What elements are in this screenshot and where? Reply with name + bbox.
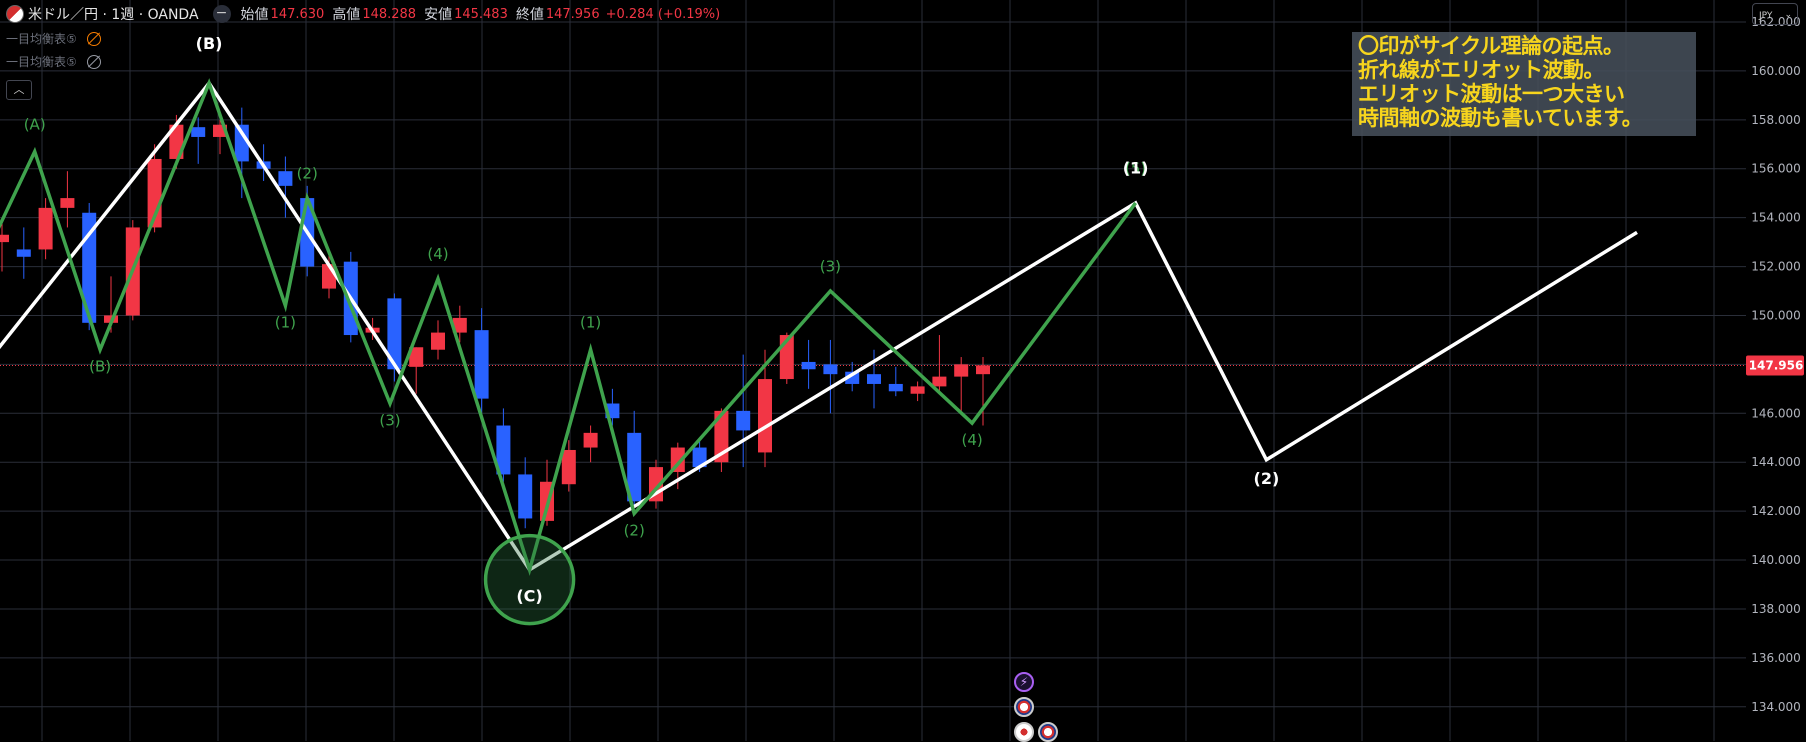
wave-label-large: (B) [196,34,223,53]
note-line: 折れ線がエリオット波動。 [1358,58,1605,82]
price-tick-label: 154.000 [1751,211,1801,225]
candle-body [823,364,838,375]
chevron-up-icon[interactable]: ︿ [6,80,32,100]
wave-label-large: (2) [1254,469,1280,488]
currency-selector[interactable]: JPY ⌄ [1752,3,1798,25]
wave-label-small: (1) [580,314,601,332]
price-tick-label: 136.000 [1751,651,1801,665]
us-flag-icon[interactable] [1038,722,1058,742]
indicator-row-2[interactable]: 一目均衡表⑤ [6,53,101,70]
price-axis[interactable]: 134.000 136.000 138.000 140.000 142.000 144.0… [1746,0,1806,741]
price-tick-label: 152.000 [1751,260,1801,274]
chevron-down-icon: ⌄ [1784,10,1792,20]
candle-body [758,379,772,453]
wave-label-small: (4) [961,431,982,449]
wave-label-small: (2) [624,522,645,540]
high-value: 148.288 [362,6,417,22]
candle-body [452,317,467,333]
small-wave-line [0,78,1138,576]
open-label: 始値 [240,7,269,23]
indicator-label: 一目均衡表⑤ [6,32,77,46]
annotation-note: 〇印がサイクル理論の起点。 折れ線がエリオット波動。 エリオット波動は一つ大きい… [1352,32,1696,136]
price-tick-label: 162.000 [1751,15,1801,29]
price-tick-label: 160.000 [1751,64,1801,78]
candle-body [954,364,969,377]
price-tick-label: 146.000 [1751,406,1801,420]
large-wave-line [0,80,1638,573]
elliott-waves [0,78,1638,626]
price-tick-label: 134.000 [1751,700,1801,714]
candle-body [518,474,533,519]
candle-body [736,410,751,431]
symbol-title[interactable]: 米ドル／円 · 1週 · OANDA [28,7,199,23]
indicator-label: 一目均衡表⑤ [6,55,77,69]
wave-label-small: (3) [820,257,841,275]
wave-label-small: (2) [297,165,318,183]
candle-body [932,376,947,387]
collapse-minus-icon[interactable]: − [212,5,231,23]
wave-label-small: (4) [427,245,448,263]
candle-body [431,332,445,350]
candle-body [627,432,642,502]
close-label: 終値 [515,7,544,23]
price-tick-label: 138.000 [1751,602,1801,616]
low-value: 145.483 [454,6,508,22]
currency-label: JPY [1759,11,1773,21]
wave-label-small: (A) [24,116,46,134]
candle-body [888,383,903,392]
change-value: +0.284 (+0.19%) [605,6,721,22]
close-value: 147.956 [545,6,600,22]
wave-label-small: (B) [89,358,111,376]
candle-body [387,298,402,370]
candle-body [474,330,489,399]
usdjpy-flag-icon [6,5,24,23]
candle-body [867,374,881,384]
current-price-tag [1746,355,1804,376]
current-price-label: 147.956 [1749,358,1804,372]
candle-body [0,234,9,243]
candle-body [910,386,925,394]
candle-body [409,347,424,367]
price-tick-label: 140.000 [1751,553,1801,567]
symbol-header: 米ドル／円 · 1週 · OANDA − 始値 147.630 高値 148.288… [0,0,720,28]
wave-label-large: (C) [516,587,542,606]
cycle-start-circle [483,533,576,626]
note-line: 〇印がサイクル理論の起点。 [1358,34,1624,58]
candle-body [692,447,707,468]
note-line: 時間軸の波動も書いています。 [1358,106,1643,130]
price-tick-label: 144.000 [1751,455,1801,469]
wave-label-small: (5) [1125,160,1146,178]
low-label: 安値 [424,7,453,23]
candle-body [60,198,75,208]
candle-body [234,124,249,162]
candle-body [278,171,293,186]
candle-body [16,249,31,257]
wave-label-small: (1) [275,314,296,332]
candle-body [191,127,206,137]
candle-body [976,365,990,375]
candle-body [801,361,816,370]
candle-body [583,432,598,448]
eye-off-icon[interactable] [86,31,101,46]
note-line: エリオット波動は一つ大きい [1358,82,1625,106]
wave-labels: (A) (B) (1) (2) (3) (4) (1) (2) (3) (4) (5) (B) (C) (… [24,34,1280,606]
eye-off-icon[interactable] [86,54,101,69]
candle-body [496,425,511,475]
us-flag-icon[interactable] [1014,697,1034,717]
price-tick-label: 142.000 [1751,504,1801,518]
price-tick-label: 156.000 [1751,162,1801,176]
price-tick-label: 150.000 [1751,308,1801,322]
candle-body [714,410,729,463]
jp-flag-icon[interactable] [1014,722,1034,742]
lightning-icon[interactable]: ⚡ [1014,672,1034,692]
open-value: 147.630 [270,6,325,22]
indicator-row-1[interactable]: 一目均衡表⑤ [6,30,101,47]
candle-body [38,207,53,250]
high-label: 高値 [332,7,361,23]
candle-body [561,449,576,485]
wave-label-large: (1) [1123,159,1149,178]
wave-label-small: (3) [379,412,400,430]
price-tick-label: 158.000 [1751,113,1801,127]
